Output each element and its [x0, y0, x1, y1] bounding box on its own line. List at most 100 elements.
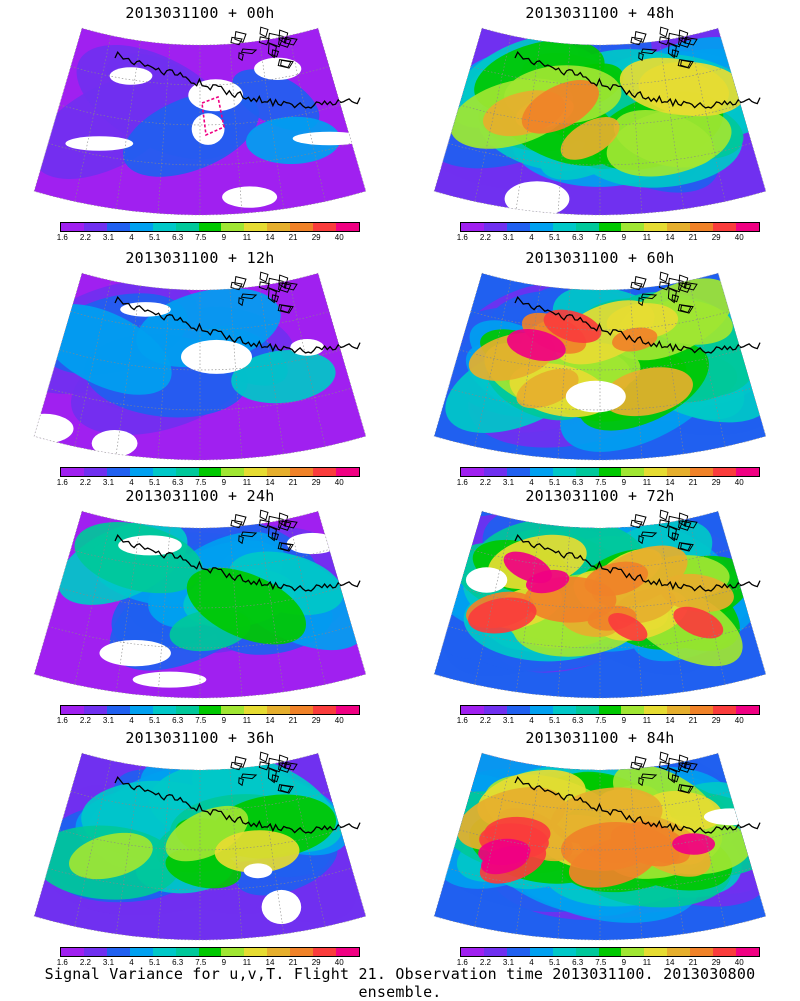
colorbar-swatch [621, 468, 645, 476]
panel-title: 2013031100 + 48h [525, 4, 675, 22]
colorbar-label: 29 [311, 233, 321, 242]
colorbar-label: 7.5 [195, 716, 207, 725]
colorbar-swatch [175, 706, 199, 714]
variance-field [34, 511, 366, 698]
colorbar-label: 1.6 [56, 233, 68, 242]
colorbar-label: 4 [529, 958, 534, 967]
signal-variance-map [33, 751, 367, 941]
colorbar-label: 6.3 [572, 958, 584, 967]
colorbar-swatch [221, 706, 245, 714]
colorbar-swatch [690, 706, 714, 714]
colorbar-swatch [198, 223, 222, 231]
colorbar-labels: 1.6 2.2 3.1 4 5.1 6.3 7.5 9 11 14 21 29 40 [457, 232, 760, 244]
colorbar-label: 7.5 [595, 233, 607, 242]
colorbar-label: 2.2 [479, 958, 491, 967]
colorbar-label: 1.6 [456, 716, 468, 725]
colorbar-labels: 1.6 2.2 3.1 4 5.1 6.3 7.5 9 11 14 21 29 40 [457, 477, 760, 489]
colorbar-swatch [598, 468, 622, 476]
colorbar-label: 14 [665, 958, 675, 967]
signal-variance-map [433, 509, 767, 699]
colorbar-swatch [83, 468, 107, 476]
colorbar-swatch [552, 468, 576, 476]
colorbar-swatch [336, 223, 359, 231]
colorbar-label: 5.1 [549, 958, 561, 967]
colorbar-swatch [667, 706, 691, 714]
colorbar-label: 11 [642, 478, 652, 487]
colorbar-label: 21 [288, 716, 298, 725]
colorbar-label: 9 [621, 716, 627, 725]
variance-field [34, 753, 366, 940]
panel-title: 2013031100 + 84h [525, 729, 675, 747]
colorbar-swatch [106, 948, 130, 956]
coastline [114, 775, 361, 834]
colorbar-label: 11 [642, 958, 652, 967]
signal-variance-map [433, 271, 767, 461]
colorbar-swatch [198, 706, 222, 714]
graticule [48, 760, 352, 940]
colorbar-label: 21 [688, 478, 698, 487]
signal-variance-map [33, 509, 367, 699]
colorbar-swatch [736, 948, 759, 956]
colorbar-swatch [506, 468, 530, 476]
colorbar-swatches [60, 467, 360, 477]
colorbar-swatch [290, 948, 314, 956]
colorbar-swatch [667, 948, 691, 956]
colorbar-swatch [713, 468, 737, 476]
colorbar-swatch [529, 706, 553, 714]
colorbar-swatch [667, 468, 691, 476]
colorbar-swatch [667, 223, 691, 231]
colorbar-label: 3.1 [102, 478, 115, 487]
colorbar-label: 29 [711, 958, 721, 967]
colorbar-swatches [60, 705, 360, 715]
colorbar-label: 7.5 [195, 958, 207, 967]
colorbar-swatch [129, 706, 153, 714]
colorbar-swatch [336, 948, 359, 956]
panel-title: 2013031100 + 72h [525, 487, 675, 505]
colorbar-swatch [198, 948, 222, 956]
colorbar: 1.6 2.2 3.1 4 5.1 6.3 7.5 9 11 14 21 29 40 [57, 467, 360, 499]
colorbar-swatch [644, 223, 668, 231]
colorbar: 1.6 2.2 3.1 4 5.1 6.3 7.5 9 11 14 21 29 40 [56, 705, 360, 737]
colorbar-label: 3.1 [502, 233, 515, 242]
colorbar-swatch [336, 468, 359, 476]
forecast-panel-48h: 2013031100 + 48h 1.6 2.2 3.1 4 5.1 6.3 7.5 9 11 1… [400, 0, 800, 245]
colorbar-label: 6.3 [172, 716, 184, 725]
colorbar-swatch [152, 223, 176, 231]
colorbar-swatch [336, 706, 359, 714]
colorbar-swatch [713, 948, 737, 956]
colorbar-swatch [713, 223, 737, 231]
colorbar-label: 4 [529, 233, 534, 242]
colorbar-swatch [313, 468, 337, 476]
colorbar-labels: 1.6 2.2 3.1 4 5.1 6.3 7.5 9 11 14 21 29 40 [456, 957, 760, 969]
colorbar-swatch [106, 706, 130, 714]
colorbar-label: 29 [311, 958, 321, 967]
colorbar-label: 2.2 [479, 233, 491, 242]
colorbar-label: 21 [288, 233, 298, 242]
colorbar-label: 3.1 [502, 958, 515, 967]
colorbar-label: 11 [642, 716, 652, 725]
colorbar-label: 5.1 [149, 716, 161, 725]
colorbar-swatch [106, 468, 130, 476]
colorbar-swatches [60, 947, 360, 957]
forecast-panel-72h: 2013031100 + 72h 1.6 2.2 3.1 4 5.1 6.3 7.5 9 11 1… [400, 483, 800, 728]
colorbar: 1.6 2.2 3.1 4 5.1 6.3 7.5 9 11 14 21 29 40 [457, 222, 760, 254]
colorbar-swatch [529, 468, 553, 476]
colorbar: 1.6 2.2 3.1 4 5.1 6.3 7.5 9 11 14 21 29 40 [456, 705, 760, 737]
colorbar-label: 1.6 [456, 958, 468, 967]
colorbar-swatch [552, 706, 576, 714]
colorbar-swatch [690, 948, 714, 956]
colorbar-swatch [644, 706, 668, 714]
colorbar-label: 2.2 [79, 233, 91, 242]
colorbar-label: 6.3 [172, 958, 184, 967]
colorbar-swatches [460, 467, 760, 477]
colorbar-label: 1.6 [56, 716, 68, 725]
colorbar-label: 7.5 [595, 478, 607, 487]
colorbar-label: 40 [334, 233, 344, 242]
colorbar-label: 7.5 [595, 958, 607, 967]
graticule [448, 760, 752, 940]
colorbar-swatch [267, 468, 291, 476]
colorbar-label: 2.2 [79, 958, 91, 967]
colorbar-label: 3.1 [502, 478, 515, 487]
colorbar-swatch [244, 223, 268, 231]
colorbar-swatch [244, 468, 268, 476]
